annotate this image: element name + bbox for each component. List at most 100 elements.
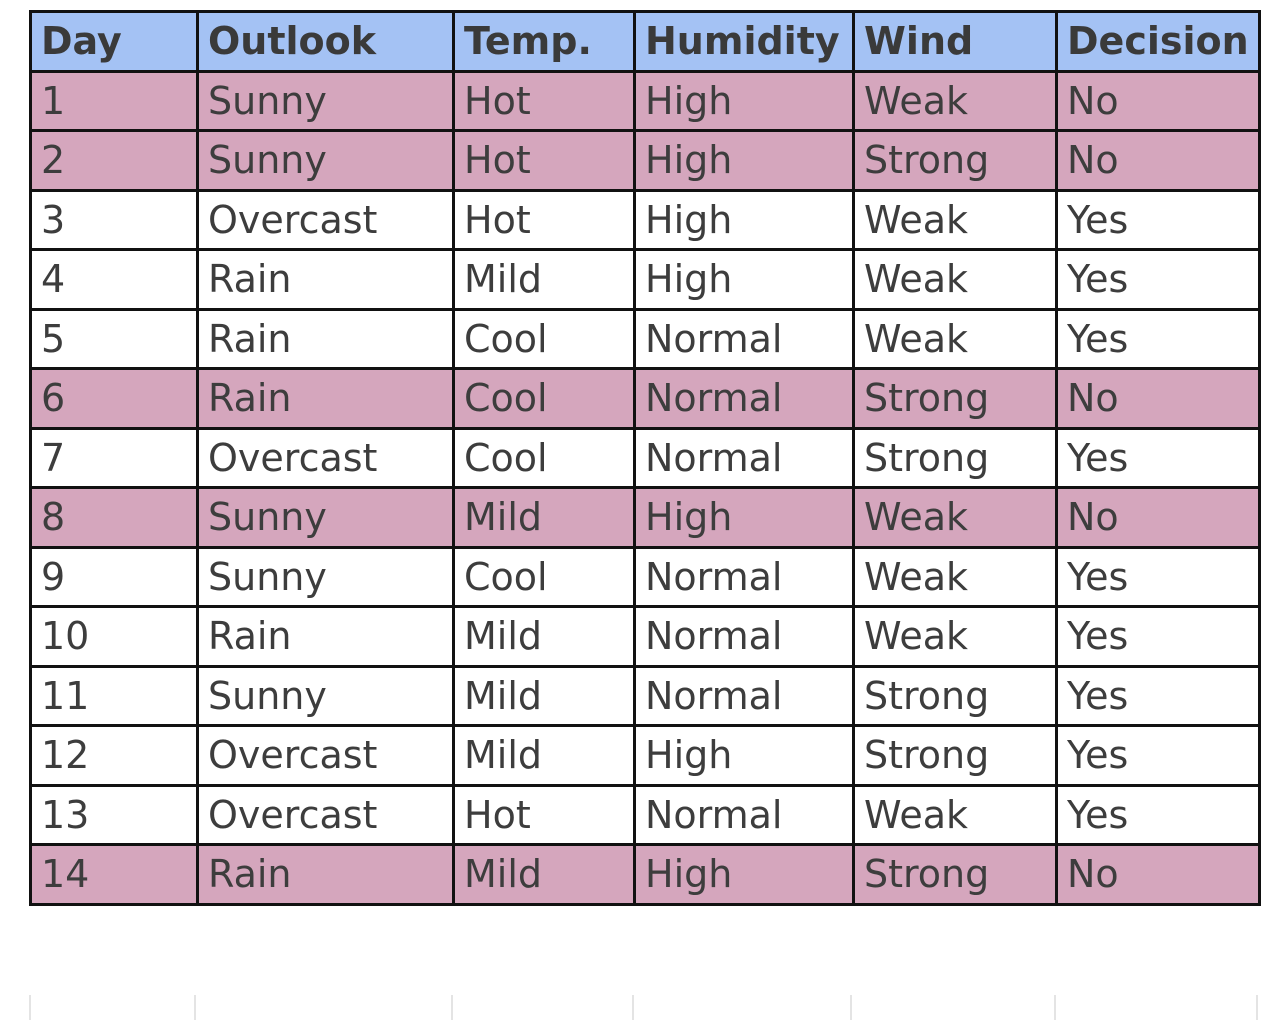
cell-outlook[interactable]: Sunny <box>196 129 455 192</box>
gridline <box>451 995 453 1020</box>
cell-wind[interactable]: Weak <box>852 248 1058 311</box>
cell-outlook[interactable]: Sunny <box>196 545 455 608</box>
cell-temp[interactable]: Cool <box>452 545 636 608</box>
cell-humidity[interactable]: High <box>633 843 855 906</box>
cell-day[interactable]: 7 <box>29 426 199 489</box>
table-row: 11 Sunny Mild Normal Strong Yes <box>29 664 1261 727</box>
cell-day[interactable]: 4 <box>29 248 199 311</box>
cell-day[interactable]: 12 <box>29 724 199 787</box>
cell-day[interactable]: 13 <box>29 783 199 846</box>
header-day[interactable]: Day <box>29 10 199 73</box>
header-outlook[interactable]: Outlook <box>196 10 455 73</box>
cell-outlook[interactable]: Sunny <box>196 664 455 727</box>
cell-humidity[interactable]: High <box>633 69 855 132</box>
cell-day[interactable]: 6 <box>29 367 199 430</box>
cell-day[interactable]: 14 <box>29 843 199 906</box>
cell-day[interactable]: 1 <box>29 69 199 132</box>
cell-decision[interactable]: Yes <box>1055 426 1261 489</box>
cell-outlook[interactable]: Rain <box>196 605 455 668</box>
cell-outlook[interactable]: Sunny <box>196 486 455 549</box>
table-row: 2 Sunny Hot High Strong No <box>29 129 1261 192</box>
cell-decision[interactable]: Yes <box>1055 783 1261 846</box>
cell-outlook[interactable]: Sunny <box>196 69 455 132</box>
cell-temp[interactable]: Mild <box>452 486 636 549</box>
cell-temp[interactable]: Mild <box>452 843 636 906</box>
cell-wind[interactable]: Weak <box>852 188 1058 251</box>
header-decision[interactable]: Decision <box>1055 10 1261 73</box>
cell-humidity[interactable]: High <box>633 724 855 787</box>
header-row: Day Outlook Temp. Humidity Wind Decision <box>29 10 1261 73</box>
gridline <box>1054 995 1056 1020</box>
cell-temp[interactable]: Hot <box>452 783 636 846</box>
cell-decision[interactable]: No <box>1055 486 1261 549</box>
cell-temp[interactable]: Cool <box>452 367 636 430</box>
cell-day[interactable]: 10 <box>29 605 199 668</box>
cell-decision[interactable]: No <box>1055 129 1261 192</box>
cell-temp[interactable]: Hot <box>452 188 636 251</box>
cell-temp[interactable]: Hot <box>452 129 636 192</box>
cell-outlook[interactable]: Overcast <box>196 188 455 251</box>
cell-temp[interactable]: Mild <box>452 248 636 311</box>
cell-day[interactable]: 8 <box>29 486 199 549</box>
cell-temp[interactable]: Cool <box>452 307 636 370</box>
cell-humidity[interactable]: High <box>633 486 855 549</box>
cell-outlook[interactable]: Rain <box>196 248 455 311</box>
cell-outlook[interactable]: Rain <box>196 843 455 906</box>
header-temp[interactable]: Temp. <box>452 10 636 73</box>
gridline <box>194 995 196 1020</box>
cell-decision[interactable]: Yes <box>1055 188 1261 251</box>
cell-humidity[interactable]: Normal <box>633 783 855 846</box>
cell-humidity[interactable]: High <box>633 129 855 192</box>
cell-humidity[interactable]: High <box>633 248 855 311</box>
cell-wind[interactable]: Strong <box>852 664 1058 727</box>
cell-temp[interactable]: Cool <box>452 426 636 489</box>
table-row: 5 Rain Cool Normal Weak Yes <box>29 307 1261 370</box>
table-row: 13 Overcast Hot Normal Weak Yes <box>29 783 1261 846</box>
cell-day[interactable]: 11 <box>29 664 199 727</box>
cell-temp[interactable]: Hot <box>452 69 636 132</box>
cell-day[interactable]: 9 <box>29 545 199 608</box>
cell-decision[interactable]: Yes <box>1055 724 1261 787</box>
cell-outlook[interactable]: Rain <box>196 307 455 370</box>
header-wind[interactable]: Wind <box>852 10 1058 73</box>
cell-wind[interactable]: Weak <box>852 783 1058 846</box>
cell-temp[interactable]: Mild <box>452 664 636 727</box>
cell-wind[interactable]: Weak <box>852 69 1058 132</box>
cell-temp[interactable]: Mild <box>452 724 636 787</box>
cell-decision[interactable]: Yes <box>1055 248 1261 311</box>
cell-day[interactable]: 2 <box>29 129 199 192</box>
cell-decision[interactable]: No <box>1055 843 1261 906</box>
cell-humidity[interactable]: Normal <box>633 426 855 489</box>
header-humidity[interactable]: Humidity <box>633 10 855 73</box>
cell-humidity[interactable]: High <box>633 188 855 251</box>
cell-decision[interactable]: No <box>1055 367 1261 430</box>
cell-temp[interactable]: Mild <box>452 605 636 668</box>
cell-humidity[interactable]: Normal <box>633 545 855 608</box>
table-row: 7 Overcast Cool Normal Strong Yes <box>29 426 1261 489</box>
cell-wind[interactable]: Strong <box>852 843 1058 906</box>
cell-wind[interactable]: Strong <box>852 426 1058 489</box>
table-row: 10 Rain Mild Normal Weak Yes <box>29 605 1261 668</box>
cell-wind[interactable]: Strong <box>852 724 1058 787</box>
cell-outlook[interactable]: Rain <box>196 367 455 430</box>
cell-humidity[interactable]: Normal <box>633 664 855 727</box>
cell-decision[interactable]: Yes <box>1055 307 1261 370</box>
cell-outlook[interactable]: Overcast <box>196 724 455 787</box>
cell-outlook[interactable]: Overcast <box>196 426 455 489</box>
cell-humidity[interactable]: Normal <box>633 605 855 668</box>
cell-humidity[interactable]: Normal <box>633 367 855 430</box>
cell-humidity[interactable]: Normal <box>633 307 855 370</box>
cell-wind[interactable]: Weak <box>852 605 1058 668</box>
cell-day[interactable]: 5 <box>29 307 199 370</box>
cell-wind[interactable]: Weak <box>852 545 1058 608</box>
cell-decision[interactable]: Yes <box>1055 664 1261 727</box>
cell-wind[interactable]: Strong <box>852 367 1058 430</box>
cell-decision[interactable]: No <box>1055 69 1261 132</box>
cell-wind[interactable]: Weak <box>852 486 1058 549</box>
cell-outlook[interactable]: Overcast <box>196 783 455 846</box>
cell-day[interactable]: 3 <box>29 188 199 251</box>
cell-wind[interactable]: Strong <box>852 129 1058 192</box>
cell-wind[interactable]: Weak <box>852 307 1058 370</box>
cell-decision[interactable]: Yes <box>1055 605 1261 668</box>
cell-decision[interactable]: Yes <box>1055 545 1261 608</box>
